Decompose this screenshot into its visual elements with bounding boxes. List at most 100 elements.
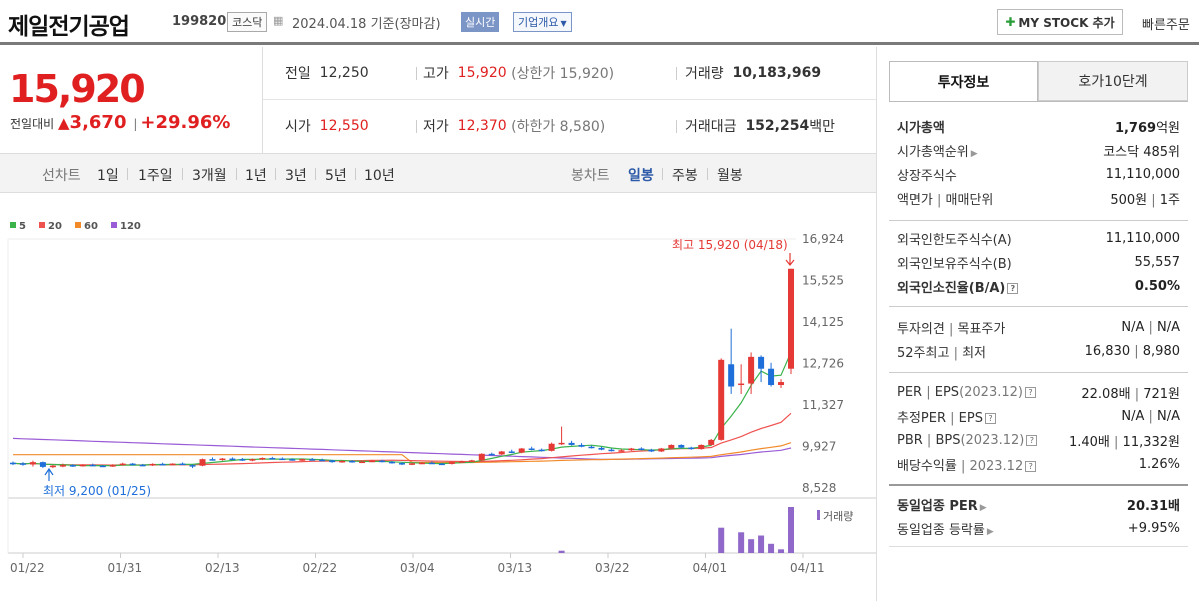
candle-body — [528, 448, 535, 450]
x-tick-label: 01/31 — [108, 561, 143, 575]
tab-10year[interactable]: 10년 — [364, 168, 395, 184]
legend-swatch — [75, 222, 81, 228]
candle-body — [728, 364, 735, 387]
candle-body — [678, 444, 685, 448]
candle-body — [608, 449, 615, 452]
panel-divider — [876, 47, 877, 601]
tab-1day[interactable]: 1일 — [97, 168, 119, 184]
amount-stat: 거래대금 152,254 백만 — [676, 100, 835, 152]
help-icon[interactable]: ? — [984, 412, 996, 424]
tab-1year[interactable]: 1년 — [245, 168, 267, 184]
opinion-values: N/A | N/A — [1121, 320, 1180, 335]
candle-body — [668, 444, 675, 449]
corp-info-dropdown[interactable]: 기업개요 ▼ — [513, 12, 572, 32]
current-price: 15,920 — [9, 67, 146, 111]
change-label: 전일대비 — [10, 117, 55, 131]
help-icon[interactable]: ? — [1026, 434, 1038, 446]
tab-invest-info[interactable]: 투자정보 — [889, 61, 1038, 101]
info-row: 상장주식수 11,110,000 — [889, 162, 1188, 186]
mcap-rank-label-wrap[interactable]: 시가총액순위 ▶ — [897, 141, 978, 160]
low-annotation: 최저 9,200 (01/25) — [43, 484, 151, 498]
candle-body — [379, 460, 386, 463]
mcap-rank-value: 코스닥 485위 — [1103, 144, 1180, 160]
value-divider: | — [1147, 192, 1160, 208]
label-divider: | — [922, 432, 936, 448]
corp-info-label: 기업개요 — [518, 16, 559, 29]
tabs-underline — [889, 101, 1188, 102]
candle-body — [478, 453, 485, 461]
candle-body — [149, 463, 156, 466]
high-stat: 고가 15,920 (상한가 15,920) — [416, 47, 614, 99]
x-tick-label: 03/04 — [400, 561, 435, 575]
ma-line-5 — [12, 352, 792, 467]
info-row: 시가총액 1,769억원 — [889, 114, 1188, 138]
div-value: 1.26% — [1138, 456, 1180, 472]
foreign-hold-label: 외국인보유주식수(B) — [897, 256, 1012, 272]
volume-legend-swatch — [817, 510, 820, 520]
price-chart[interactable]: 5 20 60 120 16,924 15,525 14,125 12,726 11,327 9,… — [0, 200, 876, 601]
foreign-ratio-value: 0.50% — [1134, 278, 1180, 294]
y-tick-label: 16,924 — [802, 232, 844, 246]
label-divider: | — [922, 384, 935, 400]
ind-chg-label-wrap[interactable]: 동일업종 등락률 ▶ — [897, 519, 994, 538]
quote-date: 2024.04.18 기준(장마감) — [292, 13, 441, 32]
candle-body — [399, 463, 405, 465]
candle-body — [79, 464, 86, 467]
candle-body — [618, 450, 625, 452]
up-arrow-icon: ▲ — [58, 114, 70, 132]
volume-value: 10,183,969 — [732, 65, 822, 81]
trade-unit-value: 1주 — [1159, 192, 1180, 208]
pbr-label: PBR — [897, 432, 923, 448]
y-tick-label: 15,525 — [802, 274, 844, 288]
legend-swatch — [10, 222, 16, 228]
candle-body — [29, 462, 36, 465]
change-divider: | — [133, 117, 138, 131]
mcap-value: 1,769억원 — [1115, 117, 1180, 136]
est-eps-value: N/A — [1157, 408, 1180, 424]
amount-label: 거래대금 — [685, 119, 737, 135]
par-value: 500원 — [1110, 192, 1148, 208]
candle-body — [369, 460, 376, 463]
candle-body — [628, 448, 635, 451]
y-tick-label: 11,327 — [802, 398, 844, 412]
candle-body — [468, 460, 475, 462]
ma-line-60 — [13, 442, 792, 464]
pbr-value: 1.40배 — [1068, 434, 1110, 450]
tab-1week[interactable]: 1주일 — [138, 168, 173, 184]
info-row: 동일업종 등락률 ▶ +9.95% — [889, 516, 1188, 540]
tab-5year[interactable]: 5년 — [325, 168, 347, 184]
candle-body — [109, 465, 116, 467]
tab-daily[interactable]: 일봉 — [628, 168, 654, 184]
tab-order-book[interactable]: 호가10단계 — [1038, 61, 1188, 101]
tab-3year[interactable]: 3년 — [285, 168, 307, 184]
tab-3month[interactable]: 3개월 — [192, 168, 227, 184]
tab-weekly[interactable]: 주봉 — [672, 168, 698, 184]
date-basis: 기준(장마감) — [370, 17, 441, 32]
bps-value: 11,332원 — [1122, 434, 1180, 450]
add-mystock-button[interactable]: ✚ MY STOCK 추가 — [997, 9, 1123, 35]
quick-order-link[interactable]: 빠른주문 — [1142, 18, 1190, 33]
candle-body — [309, 459, 316, 461]
realtime-button[interactable]: 실시간 — [461, 12, 500, 32]
per-label: PER — [897, 384, 923, 400]
low-value: 12,370 — [457, 118, 507, 134]
tab-monthly[interactable]: 월봉 — [717, 168, 743, 184]
candle-body — [488, 453, 495, 456]
candle-body — [768, 368, 775, 386]
info-row: 외국인한도주식수(A) 11,110,000 — [889, 226, 1188, 250]
help-icon[interactable]: ? — [1024, 386, 1036, 398]
help-icon[interactable]: ? — [1025, 460, 1037, 472]
help-icon[interactable]: ? — [1007, 282, 1019, 294]
volume-label: 거래량 — [823, 510, 853, 523]
volume-bar — [748, 539, 755, 553]
w52-high-label: 52주최고 — [897, 345, 950, 361]
candle-body — [339, 460, 346, 463]
candle-body — [698, 444, 705, 450]
section-divider — [889, 546, 1188, 547]
w52-low-label: 최저 — [962, 345, 987, 361]
volume-label: 거래량 — [685, 66, 724, 82]
ind-per-label-wrap[interactable]: 동일업종 PER ▶ — [897, 495, 987, 514]
candle-body — [219, 458, 226, 461]
date-value: 2024.04.18 — [292, 17, 367, 32]
w52-high-value: 16,830 — [1084, 343, 1131, 359]
